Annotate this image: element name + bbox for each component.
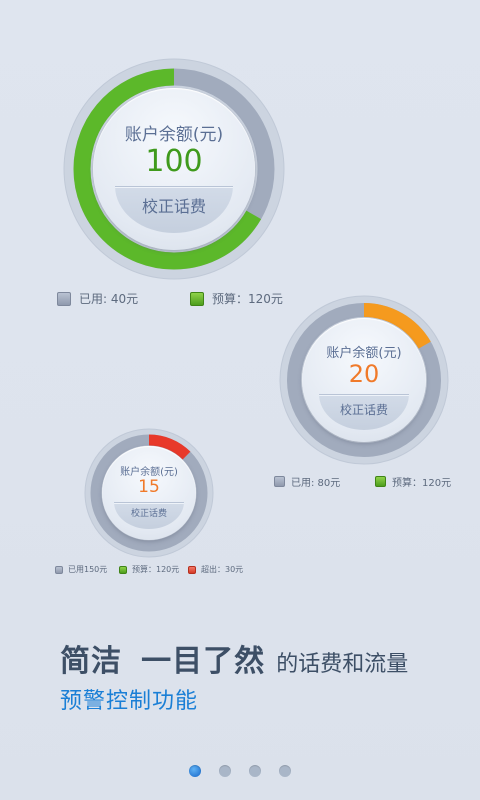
grey-square-icon: [274, 476, 285, 487]
gauge-face: 账户余额(元) 20 校正话费: [302, 318, 426, 442]
gauge-value: 15: [102, 477, 196, 497]
page-dot-4[interactable]: [279, 765, 291, 777]
promo-subline: 预警控制功能: [60, 683, 198, 715]
page-dot-2[interactable]: [219, 765, 231, 777]
gauge-face: 账户余额(元) 100 校正话费: [93, 88, 255, 250]
legend-label: 已用150元: [68, 564, 107, 575]
legend-label: 已用: 80元: [291, 474, 340, 489]
headline-part3: 的话费和流量: [276, 652, 408, 677]
headline-part1: 简洁: [60, 644, 122, 679]
legend-label: 超出：30元: [201, 564, 243, 575]
legend-used: 已用150元: [55, 564, 107, 575]
legend-used: 已用: 40元: [57, 290, 138, 307]
page-dot-3[interactable]: [249, 765, 261, 777]
calibrate-button[interactable]: 校正话费: [115, 186, 233, 233]
gauge-title: 账户余额(元): [102, 463, 196, 478]
gauge-balance-medium: 账户余额(元) 20 校正话费: [279, 295, 449, 465]
legend-budget: 预算：120元: [375, 474, 451, 489]
green-square-icon: [190, 292, 204, 306]
legend-budget: 预算：120元: [190, 290, 283, 307]
gauge-balance-large: 账户余额(元) 100 校正话费: [63, 58, 285, 280]
page-dot-1[interactable]: [189, 765, 201, 777]
gauge-face: 账户余额(元) 15 校正话费: [102, 446, 196, 540]
green-square-icon: [119, 566, 127, 574]
red-square-icon: [188, 566, 196, 574]
green-square-icon: [375, 476, 386, 487]
legend-used: 已用: 80元: [274, 474, 340, 489]
grey-square-icon: [57, 292, 71, 306]
gauge-value: 100: [93, 144, 255, 179]
legend-label: 已用: 40元: [79, 290, 138, 307]
gauge-value: 20: [302, 360, 426, 388]
calibrate-button[interactable]: 校正话费: [114, 502, 184, 529]
gauge-title: 账户余额(元): [93, 120, 255, 145]
calibrate-button[interactable]: 校正话费: [319, 394, 409, 430]
gauge-title: 账户余额(元): [302, 342, 426, 361]
legend-budget: 预算：120元: [119, 564, 179, 575]
legend-label: 预算：120元: [212, 290, 283, 307]
grey-square-icon: [55, 566, 63, 574]
gauge-balance-small: 账户余额(元) 15 校正话费: [84, 428, 214, 558]
page-indicator: [189, 765, 291, 777]
legend-label: 预算：120元: [132, 564, 179, 575]
legend-label: 预算：120元: [392, 474, 451, 489]
promo-headline: 简洁 一目了然 的话费和流量: [60, 636, 408, 680]
legend-over: 超出：30元: [188, 564, 243, 575]
headline-part2: 一目了然: [141, 644, 265, 679]
